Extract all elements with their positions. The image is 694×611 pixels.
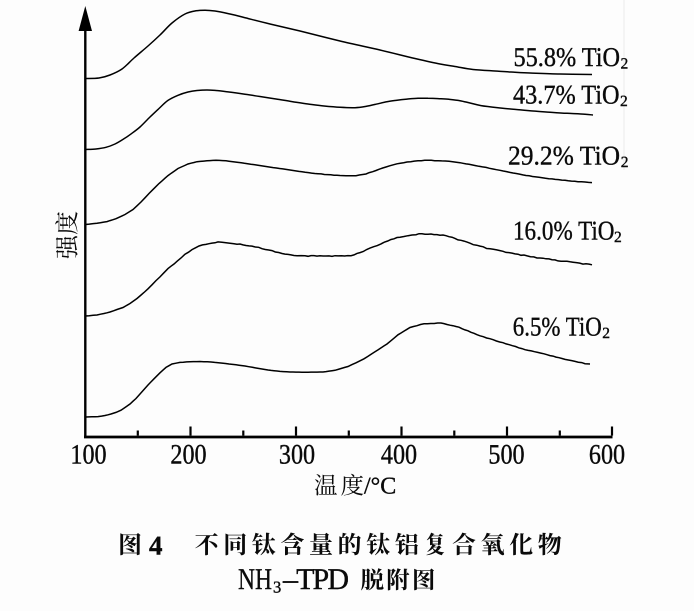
svg-text:6.5% TiO: 6.5% TiO: [513, 312, 602, 342]
svg-text:2: 2: [621, 154, 629, 171]
svg-text:2: 2: [602, 325, 610, 342]
svg-text:2: 2: [621, 56, 629, 73]
svg-text:300: 300: [279, 439, 315, 470]
svg-text:200: 200: [170, 439, 206, 470]
svg-text:55.8% TiO: 55.8% TiO: [514, 42, 621, 72]
svg-text:43.7% TiO: 43.7% TiO: [513, 79, 620, 109]
svg-text:2: 2: [614, 229, 622, 246]
svg-text:2: 2: [620, 93, 628, 110]
svg-text:100: 100: [70, 439, 106, 470]
svg-text:16.0% TiO: 16.0% TiO: [513, 216, 615, 246]
svg-text:3: 3: [273, 578, 281, 597]
svg-text:4: 4: [149, 531, 163, 561]
svg-text:600: 600: [589, 439, 625, 470]
svg-text:NH: NH: [238, 563, 272, 596]
svg-text:/°C: /°C: [364, 474, 396, 500]
svg-text:–TPD: –TPD: [282, 563, 349, 596]
svg-text:29.2% TiO: 29.2% TiO: [508, 141, 620, 171]
svg-text:500: 500: [488, 439, 524, 470]
svg-text:400: 400: [381, 439, 417, 470]
